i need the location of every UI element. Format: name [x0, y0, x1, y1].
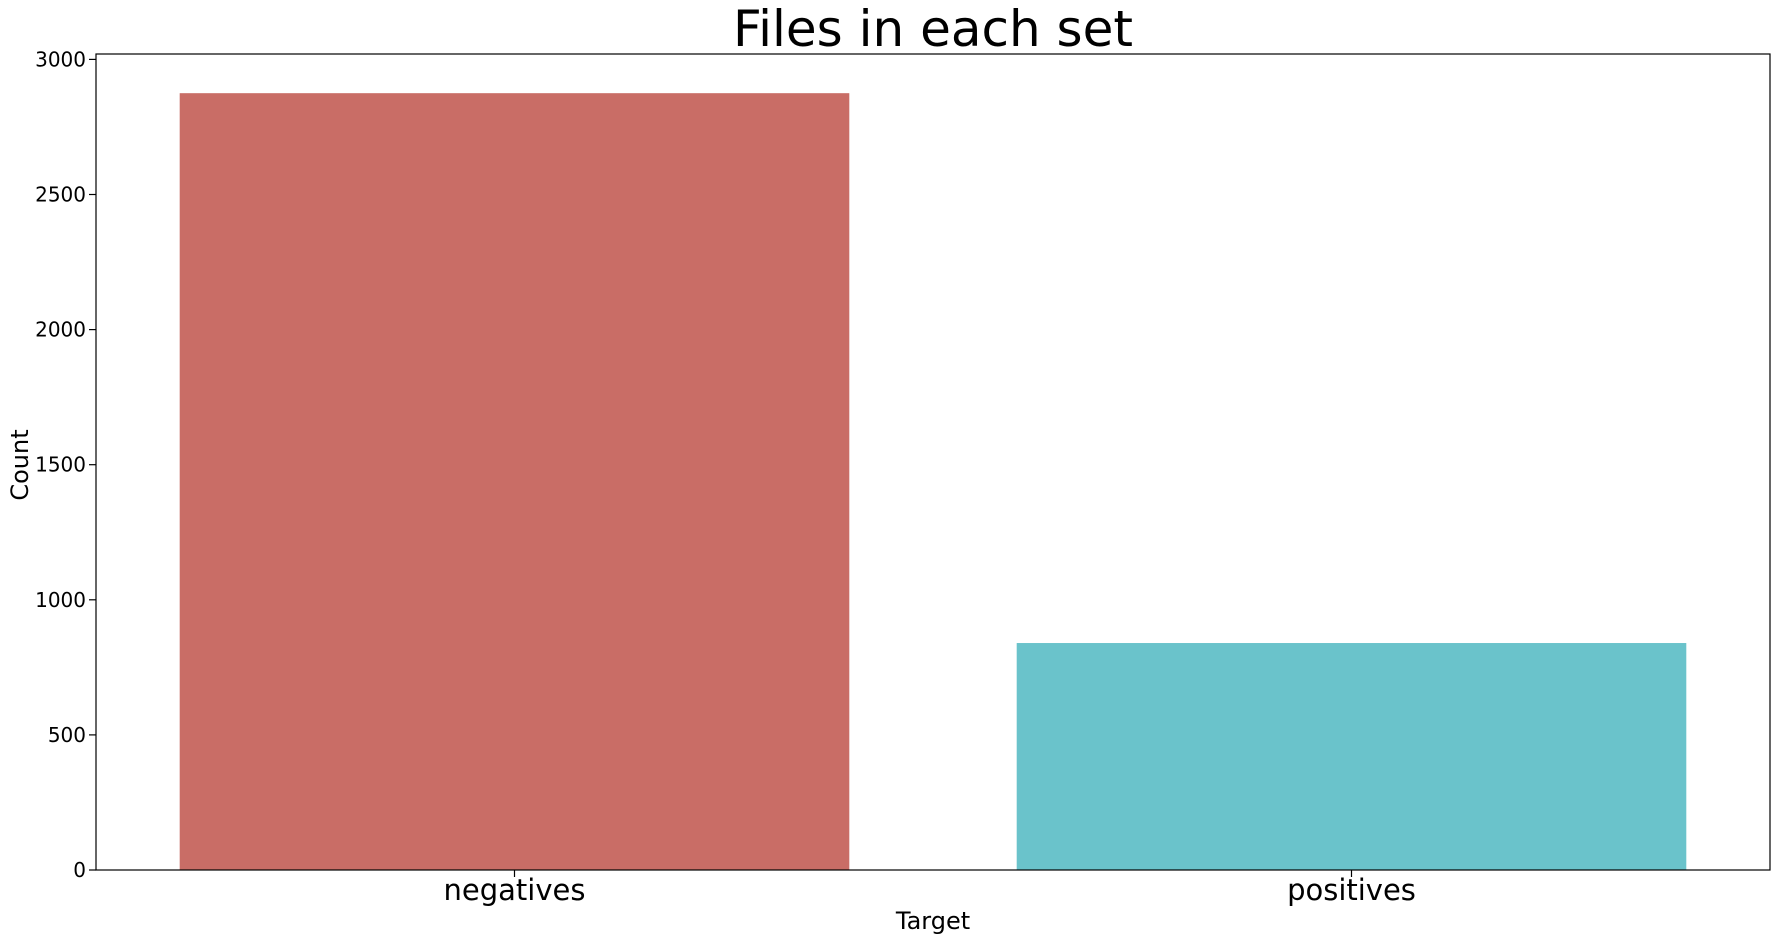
- bar-positives: [1016, 643, 1687, 870]
- y-tick-label: 500: [48, 723, 86, 747]
- chart-title: Files in each set: [733, 0, 1133, 58]
- y-tick-label: 1000: [35, 588, 86, 612]
- plot-area: [179, 93, 1687, 870]
- y-tick-label: 1500: [35, 453, 86, 477]
- x-tick-label-negatives: negatives: [444, 873, 586, 907]
- x-tick-label-positives: positives: [1287, 873, 1416, 907]
- y-tick-label: 0: [73, 858, 86, 882]
- bar-negatives: [179, 93, 850, 870]
- plot-frame: [95, 53, 1771, 871]
- y-tick-label: 2000: [35, 318, 86, 342]
- y-tick-label: 2500: [35, 183, 86, 207]
- y-axis: 0 500 1000 1500 2000 2500 3000: [35, 47, 96, 882]
- x-axis: negatives positives: [444, 870, 1416, 907]
- y-axis-label: Count: [6, 429, 34, 500]
- y-tick-label: 3000: [35, 47, 86, 71]
- x-axis-label: Target: [895, 907, 970, 935]
